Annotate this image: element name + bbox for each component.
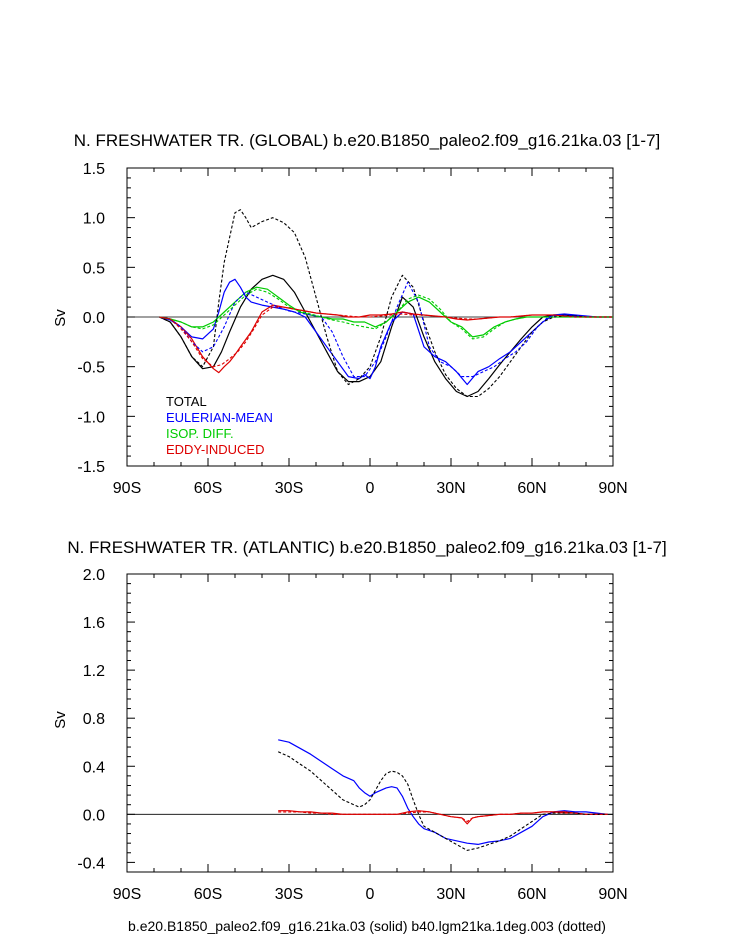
y-tick-label: 1.5 — [83, 161, 105, 178]
y-tick-label: -1.0 — [77, 409, 105, 426]
atlantic-y-axis-label: Sv — [52, 711, 69, 729]
y-tick-label: 0.5 — [83, 260, 105, 277]
y-tick-label: 0.0 — [83, 310, 105, 327]
global-eulerian-mean-dotted-line — [159, 281, 613, 378]
x-tick-label: 90N — [598, 886, 627, 903]
x-tick-label: 90S — [113, 886, 141, 903]
global-legend: TOTAL EULERIAN-MEAN ISOP. DIFF. EDDY-IND… — [166, 394, 273, 457]
x-tick-label: 30N — [436, 480, 465, 497]
legend-isop-diff: ISOP. DIFF. — [166, 426, 234, 441]
global-eddy-induced-dotted-line — [159, 306, 613, 368]
legend-eulerian-mean: EULERIAN-MEAN — [166, 410, 273, 425]
x-tick-label: 0 — [366, 886, 375, 903]
atlantic-eulerian-mean-solid-line — [278, 739, 608, 846]
x-tick-label: 60N — [517, 886, 546, 903]
y-tick-label: 0.8 — [83, 711, 105, 728]
global-isop-diff-dotted-line — [159, 288, 613, 340]
x-tick-label: 60S — [194, 480, 222, 497]
y-tick-label: -1.5 — [77, 459, 105, 476]
y-tick-label: -0.5 — [77, 360, 105, 377]
global-eddy-induced-solid-line — [159, 304, 613, 374]
x-tick-label: 0 — [366, 480, 375, 497]
atlantic-eddy-induced-dotted-line — [278, 811, 608, 823]
y-tick-label: 0.4 — [83, 759, 105, 776]
x-tick-label: 30S — [275, 480, 303, 497]
figure-footer: b.e20.B1850_paleo2.f09_g16.21ka.03 (soli… — [128, 918, 606, 934]
legend-total: TOTAL — [166, 394, 207, 409]
x-tick-label: 30N — [436, 886, 465, 903]
atlantic-title: N. FRESHWATER TR. (ATLANTIC) b.e20.B1850… — [67, 538, 666, 557]
y-tick-label: 1.0 — [83, 211, 105, 228]
atlantic-total-dotted-line — [277, 751, 608, 851]
global-total-dotted-line — [159, 209, 613, 398]
global-total-solid-line — [159, 274, 613, 398]
x-tick-label: 60S — [194, 886, 222, 903]
global-eulerian-mean-solid-line — [159, 278, 613, 386]
x-tick-label: 30S — [275, 886, 303, 903]
legend-eddy-induced: EDDY-INDUCED — [166, 442, 264, 457]
y-tick-label: 2.0 — [83, 567, 105, 584]
y-tick-label: 1.2 — [83, 663, 105, 680]
y-tick-label: 1.6 — [83, 615, 105, 632]
x-tick-label: 90N — [598, 480, 627, 497]
global-y-axis-label: Sv — [52, 309, 69, 327]
global-title: N. FRESHWATER TR. (GLOBAL) b.e20.B1850_p… — [74, 131, 661, 150]
x-tick-label: 60N — [517, 480, 546, 497]
global-panel: N. FRESHWATER TR. (GLOBAL) b.e20.B1850_p… — [52, 131, 660, 497]
atlantic-plot-frame — [126, 573, 614, 873]
atlantic-panel: N. FRESHWATER TR. (ATLANTIC) b.e20.B1850… — [52, 538, 667, 903]
y-tick-label: -0.4 — [77, 855, 105, 872]
y-tick-label: 0.0 — [83, 807, 105, 824]
x-tick-label: 90S — [113, 480, 141, 497]
